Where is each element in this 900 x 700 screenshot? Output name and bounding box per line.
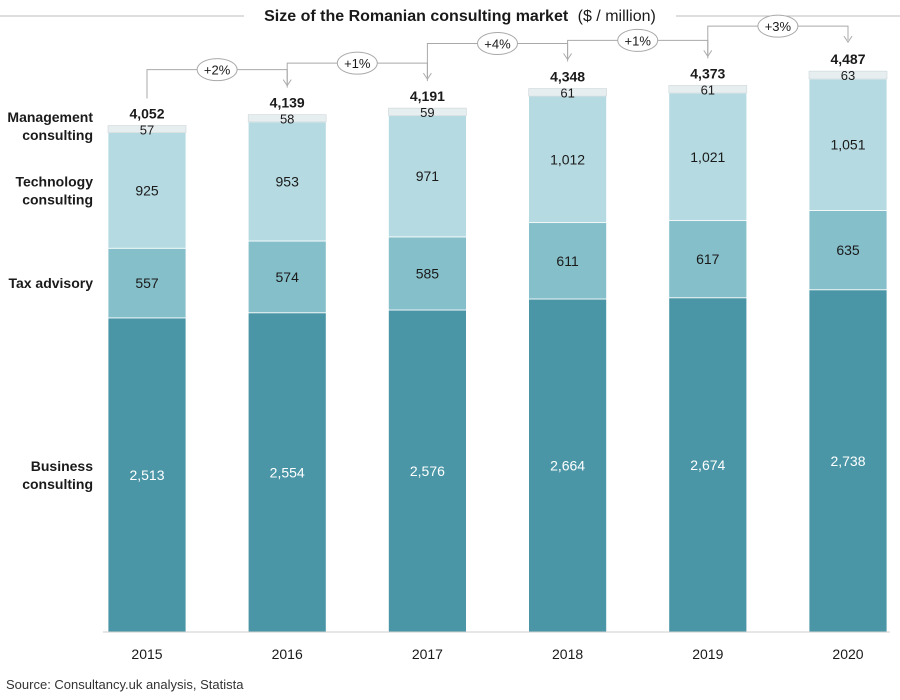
plot-area: 2,513 557 925 574,052 2015 2,554 574 953 584,139… bbox=[7, 14, 888, 662]
x-tick-label-2020: 2020 bbox=[832, 646, 863, 662]
bar-segment-technology-consulting-2019 bbox=[668, 92, 748, 222]
bar-segment-technology-consulting-2020 bbox=[808, 78, 888, 211]
data-label-tax-advisory-2017: 585 bbox=[416, 265, 440, 281]
total-label-2019: 4,373 bbox=[690, 65, 725, 81]
total-label-2020: 4,487 bbox=[830, 51, 865, 67]
growth-label-2019-2020: +3% bbox=[765, 19, 792, 34]
bar-segment-business-consulting-2017 bbox=[387, 309, 467, 633]
series-label-tax-advisory: Tax advisory bbox=[8, 275, 93, 291]
bar-segment-business-consulting-2016 bbox=[247, 312, 327, 633]
bar-segment-management-consulting-2020 bbox=[808, 70, 888, 80]
data-label-technology-consulting-2020: 1,051 bbox=[830, 137, 865, 153]
data-label-management-consulting-2015: 57 bbox=[140, 123, 154, 138]
x-tick-label-2016: 2016 bbox=[272, 646, 303, 662]
growth-label-2018-2019: +1% bbox=[625, 33, 652, 48]
bar-segment-management-consulting-2019 bbox=[668, 85, 748, 94]
series-label-management-consulting: Management bbox=[7, 109, 93, 125]
chart-title-unit: ($ / million) bbox=[578, 8, 656, 25]
data-label-business-consulting-2015: 2,513 bbox=[129, 467, 164, 483]
data-label-business-consulting-2018: 2,664 bbox=[550, 458, 585, 474]
bar-segment-business-consulting-2020 bbox=[808, 289, 888, 633]
growth-badge-2015-2016 bbox=[196, 58, 238, 82]
bar-segment-business-consulting-2015 bbox=[107, 317, 187, 633]
data-label-technology-consulting-2016: 953 bbox=[276, 173, 300, 189]
growth-label-2016-2017: +1% bbox=[344, 56, 371, 71]
bar-segment-tax-advisory-2017 bbox=[387, 236, 467, 311]
data-label-technology-consulting-2019: 1,021 bbox=[690, 149, 725, 165]
data-label-technology-consulting-2015: 925 bbox=[135, 182, 159, 198]
source-note: Source: Consultancy.uk analysis, Statist… bbox=[6, 677, 244, 692]
total-label-2015: 4,052 bbox=[129, 106, 164, 122]
series-label-business-consulting: consulting bbox=[22, 476, 93, 492]
data-label-management-consulting-2017: 59 bbox=[420, 105, 434, 120]
bar-segment-tax-advisory-2018 bbox=[528, 222, 607, 300]
x-tick-label-2018: 2018 bbox=[552, 646, 583, 662]
chart-title: Size of the Romanian consulting market (… bbox=[264, 8, 656, 25]
data-label-management-consulting-2020: 63 bbox=[841, 68, 855, 83]
data-label-business-consulting-2019: 2,674 bbox=[690, 457, 725, 473]
data-label-management-consulting-2016: 58 bbox=[280, 112, 294, 127]
series-label-business-consulting: Business bbox=[31, 458, 93, 474]
series-label-technology-consulting: consulting bbox=[22, 191, 93, 207]
growth-badge-2017-2018 bbox=[477, 32, 518, 55]
x-tick-label-2015: 2015 bbox=[131, 646, 162, 662]
data-label-technology-consulting-2017: 971 bbox=[416, 168, 440, 184]
growth-badge-2016-2017 bbox=[336, 51, 378, 75]
bar-segment-technology-consulting-2018 bbox=[528, 95, 607, 224]
data-label-technology-consulting-2018: 1,012 bbox=[550, 151, 585, 167]
growth-label-2015-2016: +2% bbox=[204, 63, 231, 78]
bar-segment-management-consulting-2018 bbox=[528, 88, 607, 97]
bar-segment-tax-advisory-2016 bbox=[247, 240, 327, 314]
data-label-management-consulting-2019: 61 bbox=[701, 82, 715, 97]
data-label-tax-advisory-2020: 635 bbox=[836, 242, 860, 258]
growth-badge-2018-2019 bbox=[617, 28, 659, 52]
growth-label-2017-2018: +4% bbox=[484, 37, 511, 52]
data-label-business-consulting-2016: 2,554 bbox=[270, 464, 305, 480]
x-tick-label-2019: 2019 bbox=[692, 646, 723, 662]
chart-title-main: Size of the Romanian consulting market bbox=[264, 8, 569, 25]
bar-segment-business-consulting-2019 bbox=[668, 297, 748, 633]
bar-segment-tax-advisory-2019 bbox=[668, 220, 748, 299]
x-tick-label-2017: 2017 bbox=[412, 646, 443, 662]
bar-segment-technology-consulting-2015 bbox=[107, 132, 187, 249]
growth-badge-2019-2020 bbox=[757, 14, 799, 38]
bar-segment-management-consulting-2015 bbox=[107, 125, 187, 133]
data-label-tax-advisory-2016: 574 bbox=[276, 269, 300, 285]
bar-segment-technology-consulting-2016 bbox=[247, 121, 327, 242]
bar-segment-business-consulting-2018 bbox=[528, 298, 607, 633]
total-label-2018: 4,348 bbox=[550, 69, 585, 85]
data-label-business-consulting-2017: 2,576 bbox=[410, 463, 445, 479]
data-label-business-consulting-2020: 2,738 bbox=[830, 453, 865, 469]
total-label-2016: 4,139 bbox=[270, 95, 305, 111]
bar-segment-technology-consulting-2017 bbox=[387, 115, 467, 238]
data-label-management-consulting-2018: 61 bbox=[560, 86, 574, 101]
data-label-tax-advisory-2015: 557 bbox=[135, 275, 159, 291]
total-label-2017: 4,191 bbox=[410, 88, 445, 104]
series-label-management-consulting: consulting bbox=[22, 127, 93, 143]
bar-segment-management-consulting-2016 bbox=[247, 114, 327, 123]
growth-arrowhead-2020 bbox=[843, 35, 853, 44]
bar-segment-management-consulting-2017 bbox=[388, 107, 467, 116]
data-label-tax-advisory-2019: 617 bbox=[696, 251, 720, 267]
series-label-technology-consulting: Technology bbox=[15, 173, 93, 189]
data-label-tax-advisory-2018: 611 bbox=[556, 253, 579, 269]
